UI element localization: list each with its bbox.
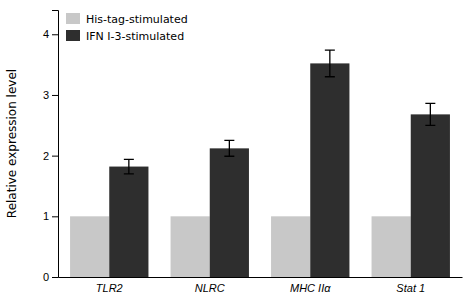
error-bars	[124, 50, 435, 174]
bar	[411, 114, 450, 277]
legend-swatch	[66, 13, 80, 24]
y-tick: 1	[43, 210, 58, 222]
tick-label: Stat 1	[396, 282, 425, 294]
bar	[271, 216, 310, 277]
axis-line	[59, 277, 463, 278]
legend-swatch	[66, 30, 80, 41]
tick-mark	[52, 95, 58, 96]
error-bar	[224, 140, 234, 156]
tick-mark	[52, 216, 58, 217]
x-tick: TLR2	[96, 282, 123, 294]
tick-mark	[52, 277, 58, 278]
tick-label: 1	[43, 210, 49, 222]
tick-mark	[52, 156, 58, 157]
bar	[210, 148, 249, 277]
tick-label: 2	[43, 150, 49, 162]
tick-label: 3	[43, 89, 49, 101]
legend-item: IFN I-3-stimulated	[66, 30, 184, 43]
legend-item: His-tag-stimulated	[66, 13, 188, 26]
plot-area: 0 1 2 3 4 TLR2 NLRC MHC IIα Stat 1 His-tag-stimul…	[43, 11, 463, 294]
marks	[70, 50, 450, 277]
tick-label: 4	[43, 28, 49, 40]
x-tick: Stat 1	[396, 282, 425, 294]
x-tick: MHC IIα	[290, 282, 331, 294]
bar	[171, 216, 210, 277]
axis-title: Relative expression level	[5, 69, 19, 218]
y-tick: 2	[43, 150, 58, 162]
bar	[372, 216, 411, 277]
tick-label: 0	[43, 271, 49, 283]
tick-label: MHC IIα	[290, 282, 331, 294]
chart: 0 1 2 3 4 TLR2 NLRC MHC IIα Stat 1 His-tag-stimul…	[0, 0, 474, 307]
bar	[109, 167, 148, 277]
y-axis: 0 1 2 3 4	[43, 11, 59, 284]
legend-label: His-tag-stimulated	[86, 13, 188, 26]
error-bar	[325, 50, 335, 77]
tick-mark	[52, 34, 58, 35]
error-bar	[425, 103, 435, 125]
tick-label: TLR2	[96, 282, 123, 294]
bar	[310, 63, 349, 277]
tick-label: NLRC	[195, 282, 225, 294]
y-tick: 0	[43, 271, 58, 283]
y-tick: 4	[43, 28, 58, 40]
legend: His-tag-stimulated IFN I-3-stimulated	[66, 13, 188, 43]
error-bar	[124, 159, 134, 174]
legend-label: IFN I-3-stimulated	[86, 30, 184, 43]
axis-line	[52, 11, 59, 278]
x-axis: TLR2 NLRC MHC IIα Stat 1	[59, 278, 463, 294]
series	[109, 63, 450, 277]
y-tick: 3	[43, 89, 58, 101]
x-tick: NLRC	[195, 282, 225, 294]
bar	[70, 216, 109, 277]
